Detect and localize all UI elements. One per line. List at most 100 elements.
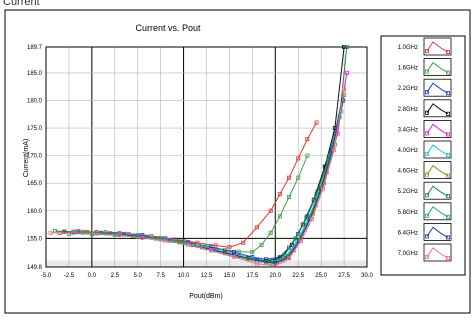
legend-swatch [423, 202, 452, 221]
data-point [186, 242, 191, 247]
legend-trace [426, 144, 449, 156]
legend-trace [426, 226, 449, 238]
legend-label: 1.0GHz [398, 45, 418, 51]
data-point [304, 215, 309, 220]
data-point [273, 261, 278, 266]
legend-trace [426, 103, 449, 115]
data-point [140, 235, 145, 240]
legend-trace [426, 41, 449, 53]
data-point [342, 87, 347, 92]
legend: 1.0GHz 1.6GHz 2.2GHz 2.8GHz 3.4GHz 4.0GHz 4.6G… [398, 37, 452, 262]
data-point [424, 110, 429, 115]
plot-frame [45, 46, 368, 268]
x-tick-label: 20.0 [269, 273, 281, 279]
legend-label: 7.0GHz [398, 251, 418, 257]
legend-item: 2.2GHz [398, 78, 452, 97]
data-point [445, 235, 450, 240]
legend-item: 5.2GHz [398, 181, 452, 200]
legend-label: 4.0GHz [398, 148, 418, 154]
data-point [287, 175, 292, 180]
data-point [293, 236, 298, 241]
data-point [445, 152, 450, 157]
legend-item: 7.0GHz [398, 243, 452, 262]
data-point [424, 172, 429, 177]
legend-trace [426, 164, 449, 177]
data-point [300, 222, 305, 227]
data-point [287, 194, 292, 199]
data-point [268, 208, 273, 213]
data-point [424, 131, 429, 136]
y-tick-label: 185.0 [27, 71, 43, 77]
tick-labels: -5.0 -2.5 0.0 2.5 5.0 7.5 10.0 12.5 15.0 17.5 20.0… [27, 45, 374, 279]
data-point [232, 252, 237, 257]
x-tick-label: 17.5 [247, 273, 259, 279]
data-point [344, 70, 349, 75]
legend-item: 1.6GHz [398, 58, 452, 76]
x-tick-label: 15.0 [224, 273, 236, 279]
legend-item: 2.8GHz [398, 99, 452, 118]
data-point [424, 90, 429, 95]
legend-swatch [423, 78, 452, 97]
legend-item: 5.8GHz [398, 202, 452, 221]
data-point [268, 230, 273, 235]
data-point [71, 230, 76, 235]
y-tick-label: 149.8 [27, 265, 43, 271]
data-point [445, 132, 450, 137]
data-point [305, 137, 310, 142]
legend-label: 5.2GHz [398, 189, 418, 195]
data-point [227, 245, 232, 250]
x-tick-label: -2.5 [64, 273, 75, 279]
axes [45, 46, 368, 268]
series-7.0GHz [48, 87, 347, 268]
x-tick-label: 12.5 [201, 273, 213, 279]
data-point [296, 175, 301, 180]
legend-item: 6.4GHz [398, 222, 452, 241]
x-tick-label: 0.0 [88, 273, 97, 279]
data-point [305, 153, 310, 158]
data-point [282, 252, 287, 257]
legend-label: 6.4GHz [398, 230, 418, 236]
x-tick-label: 30.0 [361, 273, 373, 279]
data-point [287, 256, 292, 261]
data-point [287, 245, 292, 250]
data-point [298, 239, 303, 244]
y-tick-label: 155.0 [27, 236, 43, 242]
y-tick-label: 180.0 [27, 98, 43, 104]
x-tick-label: 22.5 [292, 273, 304, 279]
data-point [259, 242, 264, 247]
data-point [445, 111, 450, 116]
x-tick-label: -5.0 [41, 273, 52, 279]
x-tick-label: 10.0 [178, 273, 190, 279]
legend-label: 2.8GHz [398, 107, 418, 113]
legend-label: 5.8GHz [398, 210, 418, 216]
legend-swatch [423, 161, 452, 180]
y-axis-label: Current(mA) [23, 139, 30, 178]
data-point [445, 70, 450, 75]
data-point [254, 225, 259, 230]
data-point [94, 231, 99, 236]
data-point [117, 233, 122, 238]
data-point [445, 255, 450, 260]
data-point [344, 45, 349, 50]
x-axis-label: Pout(dBm) [189, 293, 222, 300]
legend-swatch [423, 58, 452, 76]
legend-swatch [423, 140, 452, 159]
series-group [48, 45, 349, 268]
data-point [48, 230, 53, 235]
legend-label: 1.6GHz [398, 66, 418, 72]
data-point [331, 148, 336, 153]
data-point [309, 217, 314, 222]
legend-item: 4.0GHz [398, 140, 452, 159]
data-point [424, 234, 429, 239]
data-point [320, 186, 325, 191]
data-point [163, 238, 168, 243]
series-line [50, 89, 345, 267]
data-point [273, 263, 278, 268]
y-tick-label: 175.0 [27, 126, 43, 132]
legend-swatch [423, 222, 452, 241]
x-tick-label: 27.5 [338, 273, 350, 279]
data-point [314, 120, 319, 125]
legend-trace [426, 206, 449, 218]
